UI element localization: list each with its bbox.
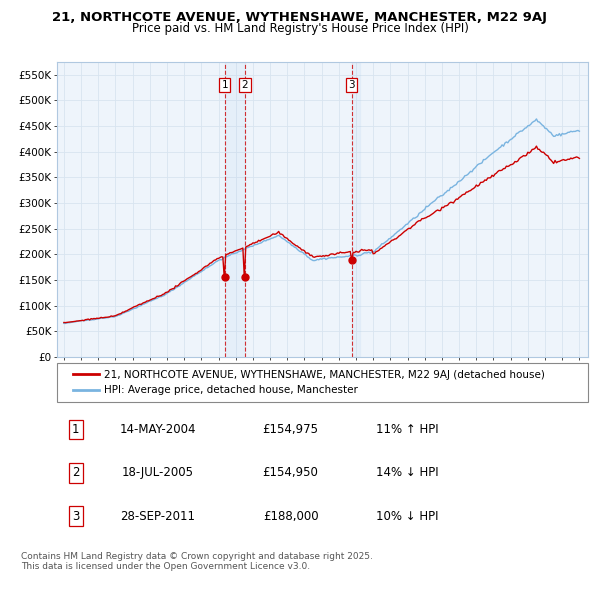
Text: 14% ↓ HPI: 14% ↓ HPI: [376, 466, 438, 479]
Text: £154,975: £154,975: [263, 423, 319, 436]
Text: This data is licensed under the Open Government Licence v3.0.: This data is licensed under the Open Gov…: [21, 562, 310, 571]
Text: 2: 2: [242, 80, 248, 90]
FancyBboxPatch shape: [57, 363, 588, 402]
Text: 1: 1: [221, 80, 228, 90]
Text: 11% ↑ HPI: 11% ↑ HPI: [376, 423, 438, 436]
Text: Price paid vs. HM Land Registry's House Price Index (HPI): Price paid vs. HM Land Registry's House …: [131, 22, 469, 35]
Text: 3: 3: [72, 510, 79, 523]
Text: £188,000: £188,000: [263, 510, 319, 523]
Text: 14-MAY-2004: 14-MAY-2004: [119, 423, 196, 436]
Text: Contains HM Land Registry data © Crown copyright and database right 2025.: Contains HM Land Registry data © Crown c…: [21, 552, 373, 560]
Text: 2: 2: [72, 466, 79, 479]
Text: £154,950: £154,950: [263, 466, 319, 479]
Text: 28-SEP-2011: 28-SEP-2011: [121, 510, 196, 523]
Text: 21, NORTHCOTE AVENUE, WYTHENSHAWE, MANCHESTER, M22 9AJ: 21, NORTHCOTE AVENUE, WYTHENSHAWE, MANCH…: [53, 11, 548, 24]
Bar: [352, 62, 360, 357]
Text: 1: 1: [72, 423, 79, 436]
Text: 18-JUL-2005: 18-JUL-2005: [122, 466, 194, 479]
Bar: [225, 62, 245, 357]
Legend: 21, NORTHCOTE AVENUE, WYTHENSHAWE, MANCHESTER, M22 9AJ (detached house), HPI: Av: 21, NORTHCOTE AVENUE, WYTHENSHAWE, MANCH…: [68, 365, 550, 401]
Text: 10% ↓ HPI: 10% ↓ HPI: [376, 510, 438, 523]
Text: 3: 3: [348, 80, 355, 90]
